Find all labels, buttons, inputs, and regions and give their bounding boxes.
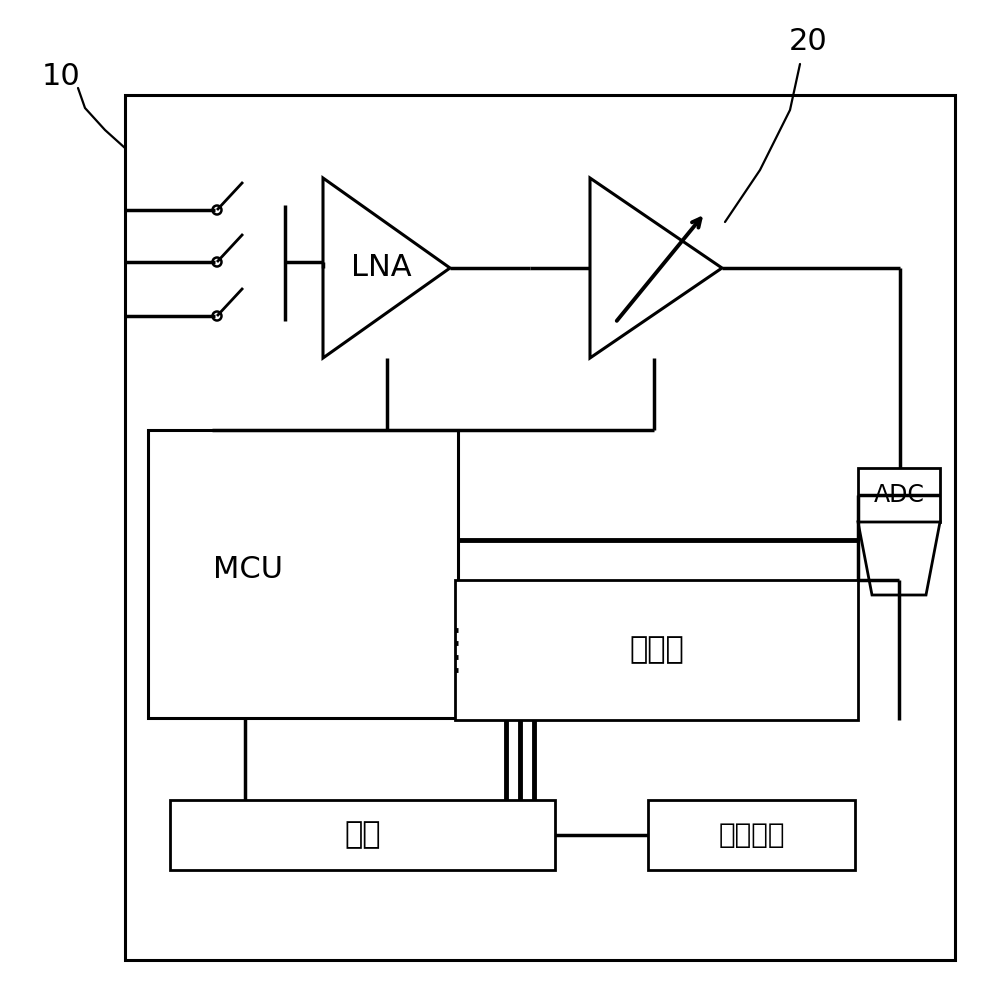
Text: 蓝牙模块: 蓝牙模块 xyxy=(718,821,785,849)
Text: LNA: LNA xyxy=(352,253,411,282)
Bar xyxy=(648,800,855,870)
Bar xyxy=(148,430,458,718)
Bar xyxy=(455,580,858,720)
Bar xyxy=(125,95,955,960)
Text: 20: 20 xyxy=(789,27,828,56)
Text: ADC: ADC xyxy=(873,483,924,507)
Polygon shape xyxy=(858,522,940,595)
Text: MCU: MCU xyxy=(213,556,283,584)
Bar xyxy=(170,800,555,870)
Text: 存储器: 存储器 xyxy=(629,636,684,664)
Text: 10: 10 xyxy=(42,62,81,91)
Bar xyxy=(858,468,940,522)
Text: 总线: 总线 xyxy=(345,820,380,850)
Polygon shape xyxy=(590,178,722,358)
Polygon shape xyxy=(323,178,450,358)
